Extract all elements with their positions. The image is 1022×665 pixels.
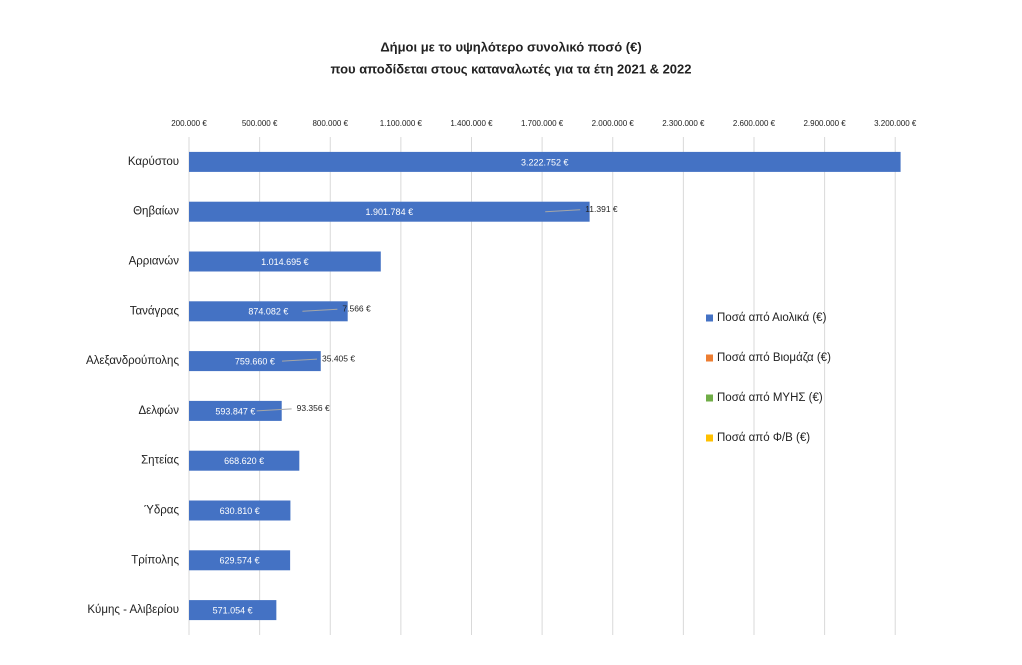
legend-label: Ποσά από Αιολικά (€) (717, 312, 827, 324)
bar (189, 151, 901, 172)
x-tick-label: 500.000 € (242, 119, 278, 128)
data-label: 629.574 € (220, 556, 260, 566)
data-label: 3.222.752 € (521, 157, 569, 167)
y-tick-label: Κύμης - Αλιβερίου (87, 604, 179, 616)
data-label: 571.054 € (213, 605, 253, 615)
data-label: 1.014.695 € (261, 257, 309, 267)
bar (189, 201, 590, 222)
x-tick-label: 1.400.000 € (450, 119, 493, 128)
y-tick-label: Τανάγρας (130, 305, 180, 317)
data-label: 668.620 € (224, 456, 264, 466)
chart-title: που αποδίδεται στους καταναλωτές για τα … (330, 61, 691, 76)
y-tick-label: Αλεξανδρούπολης (86, 355, 180, 367)
x-tick-label: 1.700.000 € (521, 119, 564, 128)
y-tick-label: Δελφών (138, 405, 179, 417)
x-tick-label: 2.900.000 € (803, 119, 846, 128)
bar (189, 251, 381, 272)
legend-swatch (706, 434, 713, 442)
leader-line (545, 209, 581, 213)
y-tick-label: Αρριανών (129, 256, 180, 268)
leader-line (302, 308, 338, 312)
y-tick-label: Τρίπολης (131, 554, 179, 566)
chart-title: Δήμοι με το υψηλότερο συνολικό ποσό (€) (380, 39, 641, 54)
bar (189, 351, 321, 372)
y-tick-label: Ύδρας (144, 505, 179, 517)
x-tick-label: 1.100.000 € (380, 119, 423, 128)
data-label: 630.810 € (220, 506, 260, 516)
x-tick-label: 2.600.000 € (733, 119, 776, 128)
data-label: 1.901.784 € (366, 207, 414, 217)
legend-swatch (706, 354, 713, 362)
bar (189, 600, 277, 621)
bar (189, 500, 291, 521)
x-tick-label: 200.000 € (171, 119, 207, 128)
bar (189, 400, 282, 421)
legend-label: Ποσά από Φ/Β (€) (717, 432, 810, 444)
leader-line (281, 358, 318, 362)
x-tick-label: 2.000.000 € (592, 119, 635, 128)
bar (189, 550, 291, 571)
legend-swatch (706, 394, 713, 402)
y-tick-label: Σητείας (141, 455, 179, 467)
x-tick-label: 800.000 € (312, 119, 348, 128)
data-label: 35.405 € (322, 353, 355, 363)
legend-label: Ποσά από ΜΥΗΣ (€) (717, 392, 823, 404)
data-label: 7.566 € (342, 304, 371, 314)
data-label: 759.660 € (235, 356, 275, 366)
y-tick-label: Θηβαίων (133, 206, 179, 218)
legend-label: Ποσά από Βιομάζα (€) (717, 352, 831, 364)
legend-swatch (706, 314, 713, 322)
x-tick-label: 3.200.000 € (874, 119, 917, 128)
data-label: 11.391 € (585, 204, 618, 214)
data-label: 93.356 € (297, 403, 330, 413)
data-label: 874.082 € (248, 307, 288, 317)
y-tick-label: Καρύστου (128, 156, 179, 168)
leader-line (256, 408, 292, 412)
bar (189, 301, 348, 322)
data-label: 593.847 € (215, 406, 255, 416)
x-tick-label: 2.300.000 € (662, 119, 705, 128)
bar (189, 450, 300, 471)
